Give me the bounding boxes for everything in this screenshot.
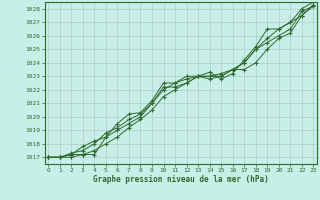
X-axis label: Graphe pression niveau de la mer (hPa): Graphe pression niveau de la mer (hPa) — [93, 175, 269, 184]
